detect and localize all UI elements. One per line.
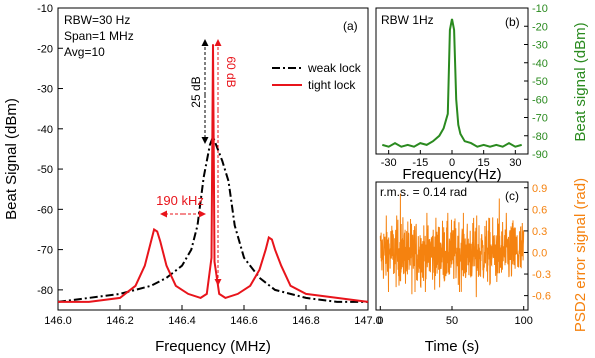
a-ytick-label: -10: [37, 3, 53, 15]
b-xtick-label: 15: [478, 157, 490, 169]
panel-c: 0 50 100 0.9 0.6 0.3 0.0 -0.3 -0.6 r.m.s. = 0.14…: [375, 178, 589, 355]
b-ytick-label: -10: [532, 3, 548, 15]
panel-c-ylabel: PSD2 error signal (rad): [572, 178, 589, 332]
panel-a-ylabel: Beat Signal (dBm): [3, 98, 20, 220]
c-ytick-label: -0.3: [532, 269, 551, 281]
panel-b: -30 -15 0 15 30 -10 -20 -30 -40 -50 -60 -70 -80 -90 R…: [375, 3, 589, 183]
b-ytick-label: -80: [532, 131, 548, 143]
label-60db: 60 dB: [224, 56, 238, 87]
b-ytick-label: -50: [532, 76, 548, 88]
b-xtick-label: 30: [509, 157, 521, 169]
panel-c-ticks: 0 50 100 0.9 0.6 0.3 0.0 -0.3 -0.6: [377, 183, 551, 327]
c-ytick-label: 0.9: [532, 183, 547, 195]
panel-a-ticks: 146.0 146.2 146.4 146.6 146.8 147.0 -10 -20 -30 -…: [37, 3, 382, 327]
panel-a-xlabel: Frequency (MHz): [155, 338, 271, 355]
panel-a-label: (a): [343, 19, 358, 33]
series-tight-lock: [58, 44, 369, 303]
a-ytick-label: -70: [37, 245, 53, 257]
panel-c-series: [379, 193, 525, 298]
b-xtick-label: -15: [412, 157, 428, 169]
a-ytick-label: -80: [37, 285, 53, 297]
legend-label-weak: weak lock: [307, 61, 362, 75]
b-ytick-label: -40: [532, 58, 548, 70]
a-xtick-label: 146.8: [292, 315, 320, 327]
panel-b-rbw: RBW 1Hz: [381, 13, 434, 27]
series-weak-lock: [57, 134, 368, 303]
b-xtick-label: -30: [381, 157, 397, 169]
series-beat-1hz: [382, 18, 522, 148]
c-ytick-label: 0.6: [532, 204, 547, 216]
panel-c-xlabel: Time (s): [425, 338, 479, 355]
c-ytick-label: 0.3: [532, 226, 547, 238]
panel-c-label: (c): [505, 189, 519, 203]
c-ytick-label: 0.0: [532, 247, 547, 259]
c-xtick-label: 0: [377, 315, 383, 327]
series-error-signal: [379, 193, 525, 298]
panel-b-series: [382, 18, 522, 148]
legend-label-tight: tight lock: [308, 78, 356, 92]
panel-c-rms: r.m.s. = 0.14 rad: [380, 185, 467, 199]
c-xtick-label: 100: [515, 315, 533, 327]
b-ytick-label: -30: [532, 40, 548, 52]
a-ytick-label: -60: [37, 204, 53, 216]
a-xtick-label: 146.0: [44, 315, 72, 327]
c-xtick-label: 50: [446, 315, 458, 327]
a-ytick-label: -30: [37, 84, 53, 96]
panel-b-xlabel: Frequency(Hz): [402, 166, 501, 183]
b-ytick-label: -20: [532, 21, 548, 33]
info-line-3: Avg=10: [64, 45, 105, 59]
panel-a-frame: [57, 7, 369, 311]
c-ytick-label: -0.6: [532, 291, 551, 303]
info-line-1: RBW=30 Hz: [64, 13, 130, 27]
b-ytick-label: -70: [532, 113, 548, 125]
label-190khz: 190 kHz: [156, 193, 204, 208]
b-ytick-label: -60: [532, 94, 548, 106]
info-line-2: Span=1 MHz: [64, 29, 134, 43]
label-25db: 25 dB: [189, 76, 203, 107]
a-xtick-label: 146.2: [106, 315, 134, 327]
b-xtick-label: 0: [449, 157, 455, 169]
a-ytick-label: -40: [37, 124, 53, 136]
a-ytick-label: -50: [37, 164, 53, 176]
a-ytick-label: -20: [37, 43, 53, 55]
panel-a-series: [57, 44, 369, 303]
panel-b-label: (b): [505, 15, 520, 29]
panel-b-frame: [375, 7, 529, 155]
panel-b-ylabel: Beat signal (dBm): [572, 22, 589, 141]
a-xtick-label: 146.4: [168, 315, 196, 327]
panel-b-ticks: -30 -15 0 15 30 -10 -20 -30 -40 -50 -60 -70 -80 -90: [381, 3, 548, 169]
b-ytick-label: -90: [532, 149, 548, 161]
a-xtick-label: 147.0: [354, 315, 382, 327]
a-xtick-label: 146.6: [230, 315, 258, 327]
panel-a: 146.0 146.2 146.4 146.6 146.8 147.0 -10 -20 -30 -…: [3, 3, 382, 355]
